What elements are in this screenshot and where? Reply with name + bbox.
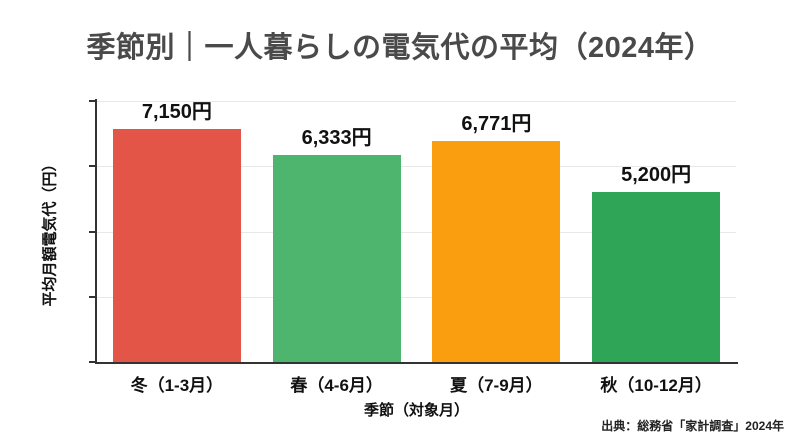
x-tick-label-summer: 夏（7-9月）: [450, 376, 543, 395]
bar-value-winter: 7,150円: [141, 100, 212, 123]
gridline-8000: [97, 101, 736, 102]
y-tick-2000: [89, 295, 95, 298]
gridline-2000: [97, 296, 736, 298]
bar-value-autumn: 5,200円: [621, 164, 692, 187]
y-tick-8000: [89, 100, 95, 102]
x-tick-label-autumn: 秋（10-12月）: [600, 376, 712, 395]
gridline-4000: [97, 231, 736, 233]
x-axis-line: [95, 362, 738, 364]
bar-value-summer: 6,771円: [461, 113, 532, 136]
x-tick-label-winter: 冬（1-3月）: [130, 376, 224, 395]
y-tick-6000: [89, 165, 95, 168]
y-axis-line: [95, 99, 97, 364]
x-axis-title: 季節（対象月）: [363, 402, 469, 419]
bar-autumn: [592, 192, 721, 362]
y-tick-4000: [89, 230, 95, 233]
y-tick-0: [89, 361, 95, 363]
source-note: 出典：総務省「家計調査」2024年: [601, 419, 784, 433]
bar-winter: [112, 128, 241, 362]
bar-summer: [432, 141, 561, 362]
plot-area: 7,150円冬（1-3月） 6,333円春（4-6月） 6,771円夏（7-9月） 5…: [89, 100, 736, 395]
gridline-6000: [97, 166, 736, 168]
bar-value-spring: 6,333円: [301, 127, 372, 150]
x-tick-label-spring: 春（4-6月）: [290, 376, 383, 395]
y-axis-label: 平均月額電気代（円）: [38, 101, 60, 362]
chart-title: 季節別｜一人暮らしの電気代の平均（2024年）: [86, 32, 714, 64]
bar-spring: [272, 155, 401, 362]
y-axis-label-text: 平均月額電気代（円）: [41, 156, 59, 307]
